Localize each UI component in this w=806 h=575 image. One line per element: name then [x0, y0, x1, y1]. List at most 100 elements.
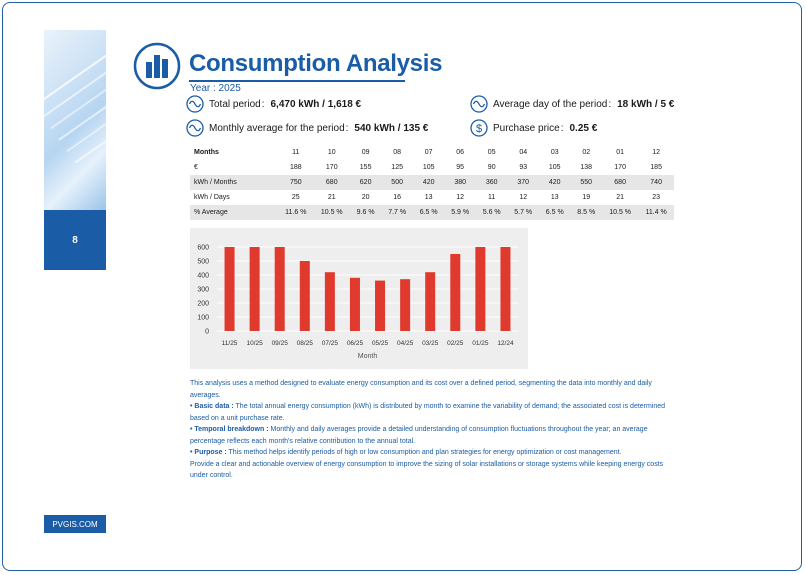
table-cell: 185 — [650, 164, 662, 171]
table-cell: 21 — [616, 194, 625, 201]
stat-total-period: Total period: 6,470 kWh / 1,618 € — [186, 95, 361, 113]
svg-text:$: $ — [476, 123, 482, 135]
table-header-cell: 07 — [412, 145, 445, 160]
table-cell: € — [194, 164, 198, 171]
table-header-cell: 02 — [570, 145, 602, 160]
table-cell: % Average — [190, 205, 278, 220]
table-cell: 550 — [570, 175, 602, 190]
table-header-cell: 01 — [602, 145, 639, 160]
sidebar-decorative-image — [44, 30, 106, 210]
chart-svg: 0 100 200 300 400 500 600 11/25 10/25 09/25 08/25 0… — [197, 245, 518, 360]
x-tick-label: 03/25 — [422, 340, 439, 347]
stat-value: 0.25 € — [569, 122, 598, 134]
y-tick-label: 400 — [197, 273, 209, 280]
table-cell: 13 — [424, 194, 433, 201]
table-cell: 11 — [488, 194, 496, 201]
table-cell: 12 — [519, 194, 528, 201]
x-tick-label: 07/25 — [322, 340, 339, 347]
x-axis-label: Month — [358, 353, 378, 360]
table-cell: 8.5 % — [570, 205, 602, 220]
table-cell: 620 — [349, 175, 382, 190]
table-cell: 5.9 % — [444, 205, 476, 220]
bar — [299, 261, 310, 331]
table-header-cell: 08 — [381, 145, 413, 160]
stat-label: Monthly average for the period — [209, 122, 345, 134]
table-header-cell: 03 — [538, 145, 571, 160]
table-cell: 680 — [313, 175, 350, 190]
bar — [450, 254, 461, 331]
page-number-badge: 8 — [44, 210, 106, 270]
table-cell: 9.6 % — [349, 205, 382, 220]
description-temporal: • Temporal breakdown : Monthly and daily… — [190, 424, 680, 447]
title-divider — [189, 80, 405, 82]
y-tick-label: 100 — [197, 315, 209, 322]
table-header-cell: 05 — [475, 145, 508, 160]
table-cell: 11.6 % — [278, 205, 314, 220]
sine-wave-icon — [186, 119, 204, 137]
stat-label: Average day of the period — [493, 98, 608, 110]
bullet-label: • Basic data : — [190, 403, 234, 410]
table-cell: 95 — [456, 164, 465, 171]
dollar-icon: $ — [470, 119, 488, 137]
y-tick-label: 600 — [197, 245, 209, 252]
bullet-label: • Temporal breakdown : — [190, 426, 269, 433]
table-cell: 6.5 % — [412, 205, 445, 220]
bar — [500, 247, 511, 331]
table-cell: 90 — [487, 164, 496, 171]
table-cell: 420 — [538, 175, 571, 190]
table-header-cell: 06 — [444, 145, 476, 160]
table-header-cell: 12 — [638, 145, 674, 160]
table-cell: 12 — [456, 194, 465, 201]
bar — [324, 272, 335, 331]
x-tick-label: 11/25 — [222, 340, 238, 347]
table-cell: 500 — [381, 175, 413, 190]
bar — [274, 247, 285, 331]
table-cell: 360 — [475, 175, 508, 190]
table-cell: 680 — [602, 175, 639, 190]
table-row: kWh / Days 25 21 20 16 13 12 11 12 13 19… — [190, 190, 674, 205]
table-cell: 125 — [391, 164, 403, 171]
x-tick-label: 01/25 — [472, 340, 489, 347]
x-tick-label: 09/25 — [272, 340, 289, 347]
table-cell: kWh / Months — [190, 175, 278, 190]
x-tick-label: 05/25 — [372, 340, 389, 347]
stat-value: 540 kWh / 135 € — [354, 122, 429, 134]
description-closing: Provide a clear and actionable overview … — [190, 460, 664, 480]
bullet-label: • Purpose : — [190, 449, 227, 456]
description-purpose: • Purpose : This method helps identify p… — [190, 447, 680, 459]
table-cell: 20 — [361, 194, 370, 201]
table-cell: 155 — [359, 164, 372, 171]
table-header-cell: 09 — [349, 145, 382, 160]
y-tick-label: 500 — [197, 259, 209, 266]
page-number: 8 — [72, 234, 78, 246]
table-cell: 13 — [550, 194, 559, 201]
bullet-text: The total annual energy consumption (kWh… — [190, 403, 666, 422]
table-cell: 19 — [582, 194, 591, 201]
stat-purchase-price: $ Purchase price: 0.25 € — [470, 119, 597, 137]
table-cell: 105 — [548, 164, 561, 171]
table-cell: 740 — [638, 175, 674, 190]
brand-label: PVGIS.COM — [52, 519, 98, 529]
stat-label: Purchase price — [493, 122, 560, 134]
table-cell: 105 — [422, 164, 435, 171]
table-cell: 380 — [444, 175, 476, 190]
consumption-bar-chart: 0 100 200 300 400 500 600 11/25 10/25 09/25 08/25 0… — [190, 228, 528, 369]
sine-wave-icon — [186, 95, 204, 113]
stat-label: Total period — [209, 98, 261, 110]
table-cell: 750 — [278, 175, 314, 190]
table-cell: 6.5 % — [538, 205, 571, 220]
bar — [249, 247, 260, 331]
table-cell: 21 — [327, 194, 336, 201]
brand-footer-link[interactable]: PVGIS.COM — [44, 515, 106, 533]
table-row: % Average 11.6 % 10.5 % 9.6 % 7.7 % 6.5 … — [190, 205, 674, 220]
table-header-cell: 10 — [313, 145, 350, 160]
table-cell: 420 — [412, 175, 445, 190]
table-header-cell: Months — [190, 145, 278, 160]
bar — [375, 280, 386, 331]
stat-value: 18 kWh / 5 € — [617, 98, 675, 110]
bar — [349, 277, 360, 331]
table-cell: 170 — [614, 164, 626, 171]
bar — [425, 272, 436, 331]
table-cell: 7.7 % — [381, 205, 413, 220]
table-cell: 10.5 % — [602, 205, 639, 220]
